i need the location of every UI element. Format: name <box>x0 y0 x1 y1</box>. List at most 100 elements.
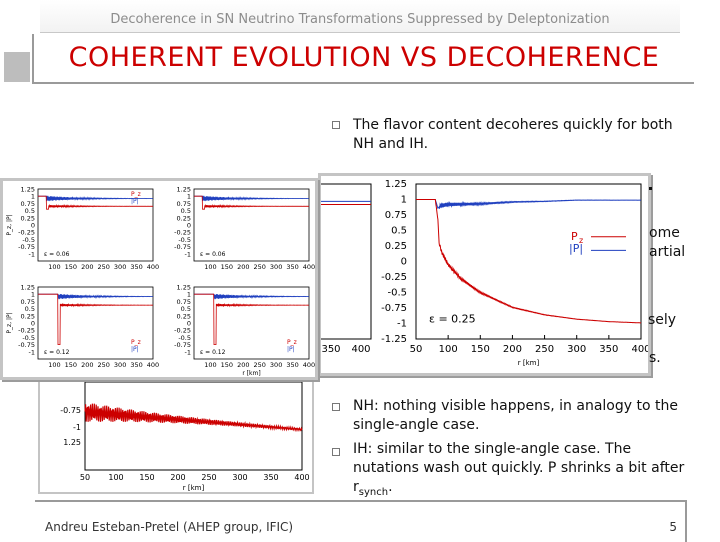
annotation-epsilon: ε = 0.25 <box>429 312 476 325</box>
y-tick-label: -0.5 <box>22 334 35 342</box>
y-tick-label: 0.75 <box>177 298 191 306</box>
y-tick-label: 0.25 <box>177 312 191 320</box>
y-tick-label: -0.75 <box>18 341 35 349</box>
small-plot-frame <box>193 188 310 262</box>
series-line-pabs <box>416 199 641 210</box>
y-tick-label: -1 <box>185 348 191 356</box>
x-tick-label: 350 <box>321 344 340 355</box>
small-series-pz <box>194 293 309 345</box>
slide-title: COHERENT EVOLUTION VS DECOHERENCE <box>68 42 660 73</box>
legend-pz-label: P_z <box>131 339 141 346</box>
y-tick-label: 1 <box>401 195 407 206</box>
y-tick-label: 0 <box>31 320 35 328</box>
y-tick-label: 1 <box>187 193 191 201</box>
small-plots-panel: 1.25 1 0.75 0.5 0.25 0 -0.25 -0.5 -0.75 -1 100 150 2… <box>0 178 318 380</box>
x-tick-label: 350 <box>286 263 298 271</box>
y-tick-label: -1 <box>29 348 35 356</box>
y-tick-label: -1 <box>397 319 407 330</box>
x-tick-label: 300 <box>232 473 247 482</box>
y-tick-label: -0.75 <box>174 243 191 251</box>
y-tick-label: 0 <box>31 222 35 230</box>
y-tick-label: 0.5 <box>391 226 407 237</box>
page-number: 5 <box>669 520 677 534</box>
bottom-plot: -0.75 -1 1.25 50 100 150 200 250 300 350 400 r [km] <box>60 381 310 492</box>
hidden-bullet-fragment: artial <box>649 244 686 260</box>
hidden-bullet-fragment: sely <box>648 312 677 328</box>
y-tick-label: 1 <box>31 193 35 201</box>
hidden-bullet-dot <box>649 187 652 190</box>
legend-pabs-label: |P| <box>569 242 583 255</box>
legend-pabs-label: |P| <box>287 346 295 353</box>
x-tick-label: 400 <box>303 361 315 369</box>
x-tick-label: 300 <box>270 361 282 369</box>
bullet-text-nh: NH: nothing visible happens, in analogy … <box>353 398 678 433</box>
small-plot-frame <box>193 286 310 360</box>
x-tick-label: 250 <box>535 344 554 355</box>
x-tick-label: 250 <box>254 263 266 271</box>
x-axis-label: r [km] <box>518 359 540 367</box>
x-tick-label: 100 <box>48 263 60 271</box>
y-tick-label: 0.5 <box>181 207 191 215</box>
ih-end: . <box>388 479 393 495</box>
slide-header: Decoherence in SN Neutrino Transformatio… <box>40 0 680 33</box>
x-tick-label: 250 <box>201 473 216 482</box>
small-plot-frame <box>37 188 154 262</box>
legend-pz-label: P_z <box>287 339 297 346</box>
y-tick-label: 0.5 <box>181 305 191 313</box>
x-tick-label: 200 <box>503 344 522 355</box>
annotation-epsilon: ε = 0.12 <box>44 349 70 356</box>
y-tick-label: 0.25 <box>21 312 35 320</box>
small-series-pz <box>194 195 309 210</box>
x-tick-label: 100 <box>439 344 458 355</box>
footer-author: Andreu Esteban-Pretel (AHEP group, IFIC) <box>45 520 294 534</box>
x-tick-label: 200 <box>81 361 93 369</box>
x-tick-label: 100 <box>204 263 216 271</box>
x-tick-label: 250 <box>98 361 110 369</box>
y-tick-label: 1.25 <box>21 186 35 194</box>
x-tick-label: 400 <box>147 263 159 271</box>
hidden-bullet-fragment: s. <box>649 350 661 366</box>
x-tick-label: 400 <box>631 344 648 355</box>
hidden-bullet-fragment: ome <box>649 225 680 241</box>
legend-pz-label: P <box>571 230 578 243</box>
y-tick-label: -0.25 <box>18 229 35 237</box>
x-tick-label: 150 <box>471 344 490 355</box>
annotation-epsilon: ε = 0.12 <box>200 349 226 356</box>
title-accent <box>4 52 30 82</box>
annotation-epsilon: ε = 0.06 <box>44 251 70 258</box>
y-tick-label: -0.5 <box>178 334 191 342</box>
x-tick-label: 100 <box>204 361 216 369</box>
y-axis-label: P_z, |P| <box>6 214 13 235</box>
y-tick-label: -0.5 <box>178 236 191 244</box>
y-tick-label: -0.5 <box>22 236 35 244</box>
x-tick-label: 200 <box>81 263 93 271</box>
bullet-marker <box>332 448 340 456</box>
y-tick-label: 0 <box>187 222 191 230</box>
y-tick-label: -1 <box>185 250 191 258</box>
legend-pz-label: P_z <box>131 191 141 198</box>
series-line-pz <box>416 199 642 324</box>
y-tick-label: -0.5 <box>387 288 407 299</box>
bottom-series-pz <box>84 403 303 433</box>
x-tick-label: 400 <box>294 473 309 482</box>
y-tick-label: 0.75 <box>21 200 35 208</box>
y-tick-label: 1.25 <box>385 179 407 190</box>
x-tick-label: 350 <box>286 361 298 369</box>
small-series-pz <box>38 293 153 345</box>
y-tick-label: 0.25 <box>177 214 191 222</box>
y-tick-label: 1.25 <box>177 284 191 292</box>
small-series-pabs <box>38 195 153 202</box>
y-tick-label: -1 <box>29 250 35 258</box>
bullet-text: The flavor content decoheres quickly for… <box>353 117 673 152</box>
y-tick-label: -0.25 <box>381 272 407 283</box>
legend-pabs-label: |P| <box>131 346 139 353</box>
x-tick-label: 150 <box>65 361 77 369</box>
y-tick-label: -1.25 <box>381 334 407 345</box>
x-tick-label: 100 <box>48 361 60 369</box>
ih-text: IH: similar to the single-angle case. Th… <box>353 441 685 495</box>
y-tick-label: 1 <box>187 291 191 299</box>
y-tick-label: -0.25 <box>174 327 191 335</box>
x-tick-label: 300 <box>567 344 586 355</box>
x-tick-label: 150 <box>221 263 233 271</box>
